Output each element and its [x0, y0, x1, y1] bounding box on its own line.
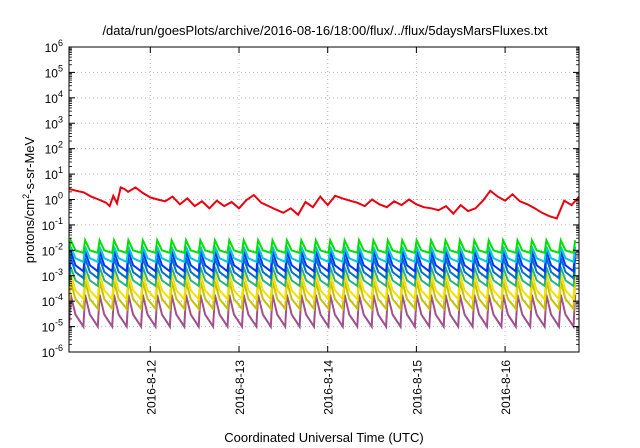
y-axis-label-exponent: 2	[21, 194, 31, 199]
y-tick-base: 10	[42, 244, 56, 258]
y-tick-exponent: 1	[58, 165, 63, 175]
y-tick-label: 102	[45, 140, 63, 157]
y-tick-exponent: -3	[55, 267, 63, 277]
y-tick-exponent: 2	[58, 140, 63, 150]
y-tick-label: 10-1	[42, 216, 63, 233]
series-line	[69, 236, 577, 255]
y-tick-label: 103	[45, 114, 63, 131]
x-tick-label: 2016-8-15	[410, 360, 424, 415]
y-tick-exponent: 3	[58, 114, 63, 124]
y-tick-base: 10	[45, 194, 59, 208]
y-tick-base: 10	[45, 66, 59, 80]
x-tick-label: 2016-8-12	[144, 360, 158, 415]
y-tick-exponent: -1	[55, 216, 63, 226]
y-tick-base: 10	[42, 321, 56, 335]
x-tick-label: 2016-8-16	[499, 360, 513, 415]
series-line	[69, 251, 577, 274]
y-tick-base: 10	[45, 143, 59, 157]
y-tick-base: 10	[45, 92, 59, 106]
y-tick-base: 10	[42, 295, 56, 309]
y-tick-label: 10-6	[42, 343, 63, 360]
series-line	[69, 266, 577, 288]
x-axis: 2016-8-12 2016-8-13 2016-8-14 2016-8-15 2016…	[144, 47, 513, 415]
series-line	[69, 257, 577, 281]
y-tick-exponent: 0	[58, 191, 63, 201]
y-tick-label: 106	[45, 38, 63, 55]
y-tick-label: 104	[45, 89, 63, 106]
y-tick-label: 10-2	[42, 241, 63, 258]
y-tick-exponent: -2	[55, 241, 63, 251]
y-tick-base: 10	[42, 346, 56, 360]
y-axis-label-base: protons/cm	[22, 199, 37, 263]
y-axis-label: protons/cm2-s-sr-MeV	[21, 136, 37, 263]
y-axis: 10-610-510-410-310-210-11001011021031041…	[42, 38, 579, 360]
y-tick-label: 10-3	[42, 267, 63, 284]
x-tick-label: 2016-8-13	[233, 360, 247, 415]
series-line	[69, 273, 577, 302]
series-line	[69, 186, 579, 220]
y-tick-exponent: -5	[55, 318, 63, 328]
y-tick-exponent: -6	[55, 343, 63, 353]
y-tick-base: 10	[42, 270, 56, 284]
y-tick-base: 10	[45, 41, 59, 55]
y-tick-label: 10-4	[42, 292, 63, 309]
y-tick-exponent: 5	[58, 63, 63, 73]
series-line	[69, 281, 577, 312]
y-tick-exponent: 6	[58, 38, 63, 48]
y-tick-label: 100	[45, 191, 63, 208]
y-tick-label: 105	[45, 63, 63, 80]
y-tick-label: 10-5	[42, 318, 63, 335]
y-tick-exponent: -4	[55, 292, 63, 302]
y-axis-label-rest: -s-sr-MeV	[22, 136, 37, 193]
y-tick-base: 10	[42, 219, 56, 233]
series-line	[69, 246, 577, 264]
y-tick-exponent: 4	[58, 89, 63, 99]
y-tick-label: 101	[45, 165, 63, 182]
y-tick-base: 10	[45, 117, 59, 131]
x-axis-label: Coordinated Universal Time (UTC)	[224, 430, 423, 445]
y-tick-base: 10	[45, 168, 59, 182]
series-line	[69, 294, 577, 330]
series-group	[69, 186, 579, 330]
chart-title: /data/run/goesPlots/archive/2016-08-16/1…	[102, 23, 548, 38]
x-tick-label: 2016-8-14	[322, 360, 336, 415]
